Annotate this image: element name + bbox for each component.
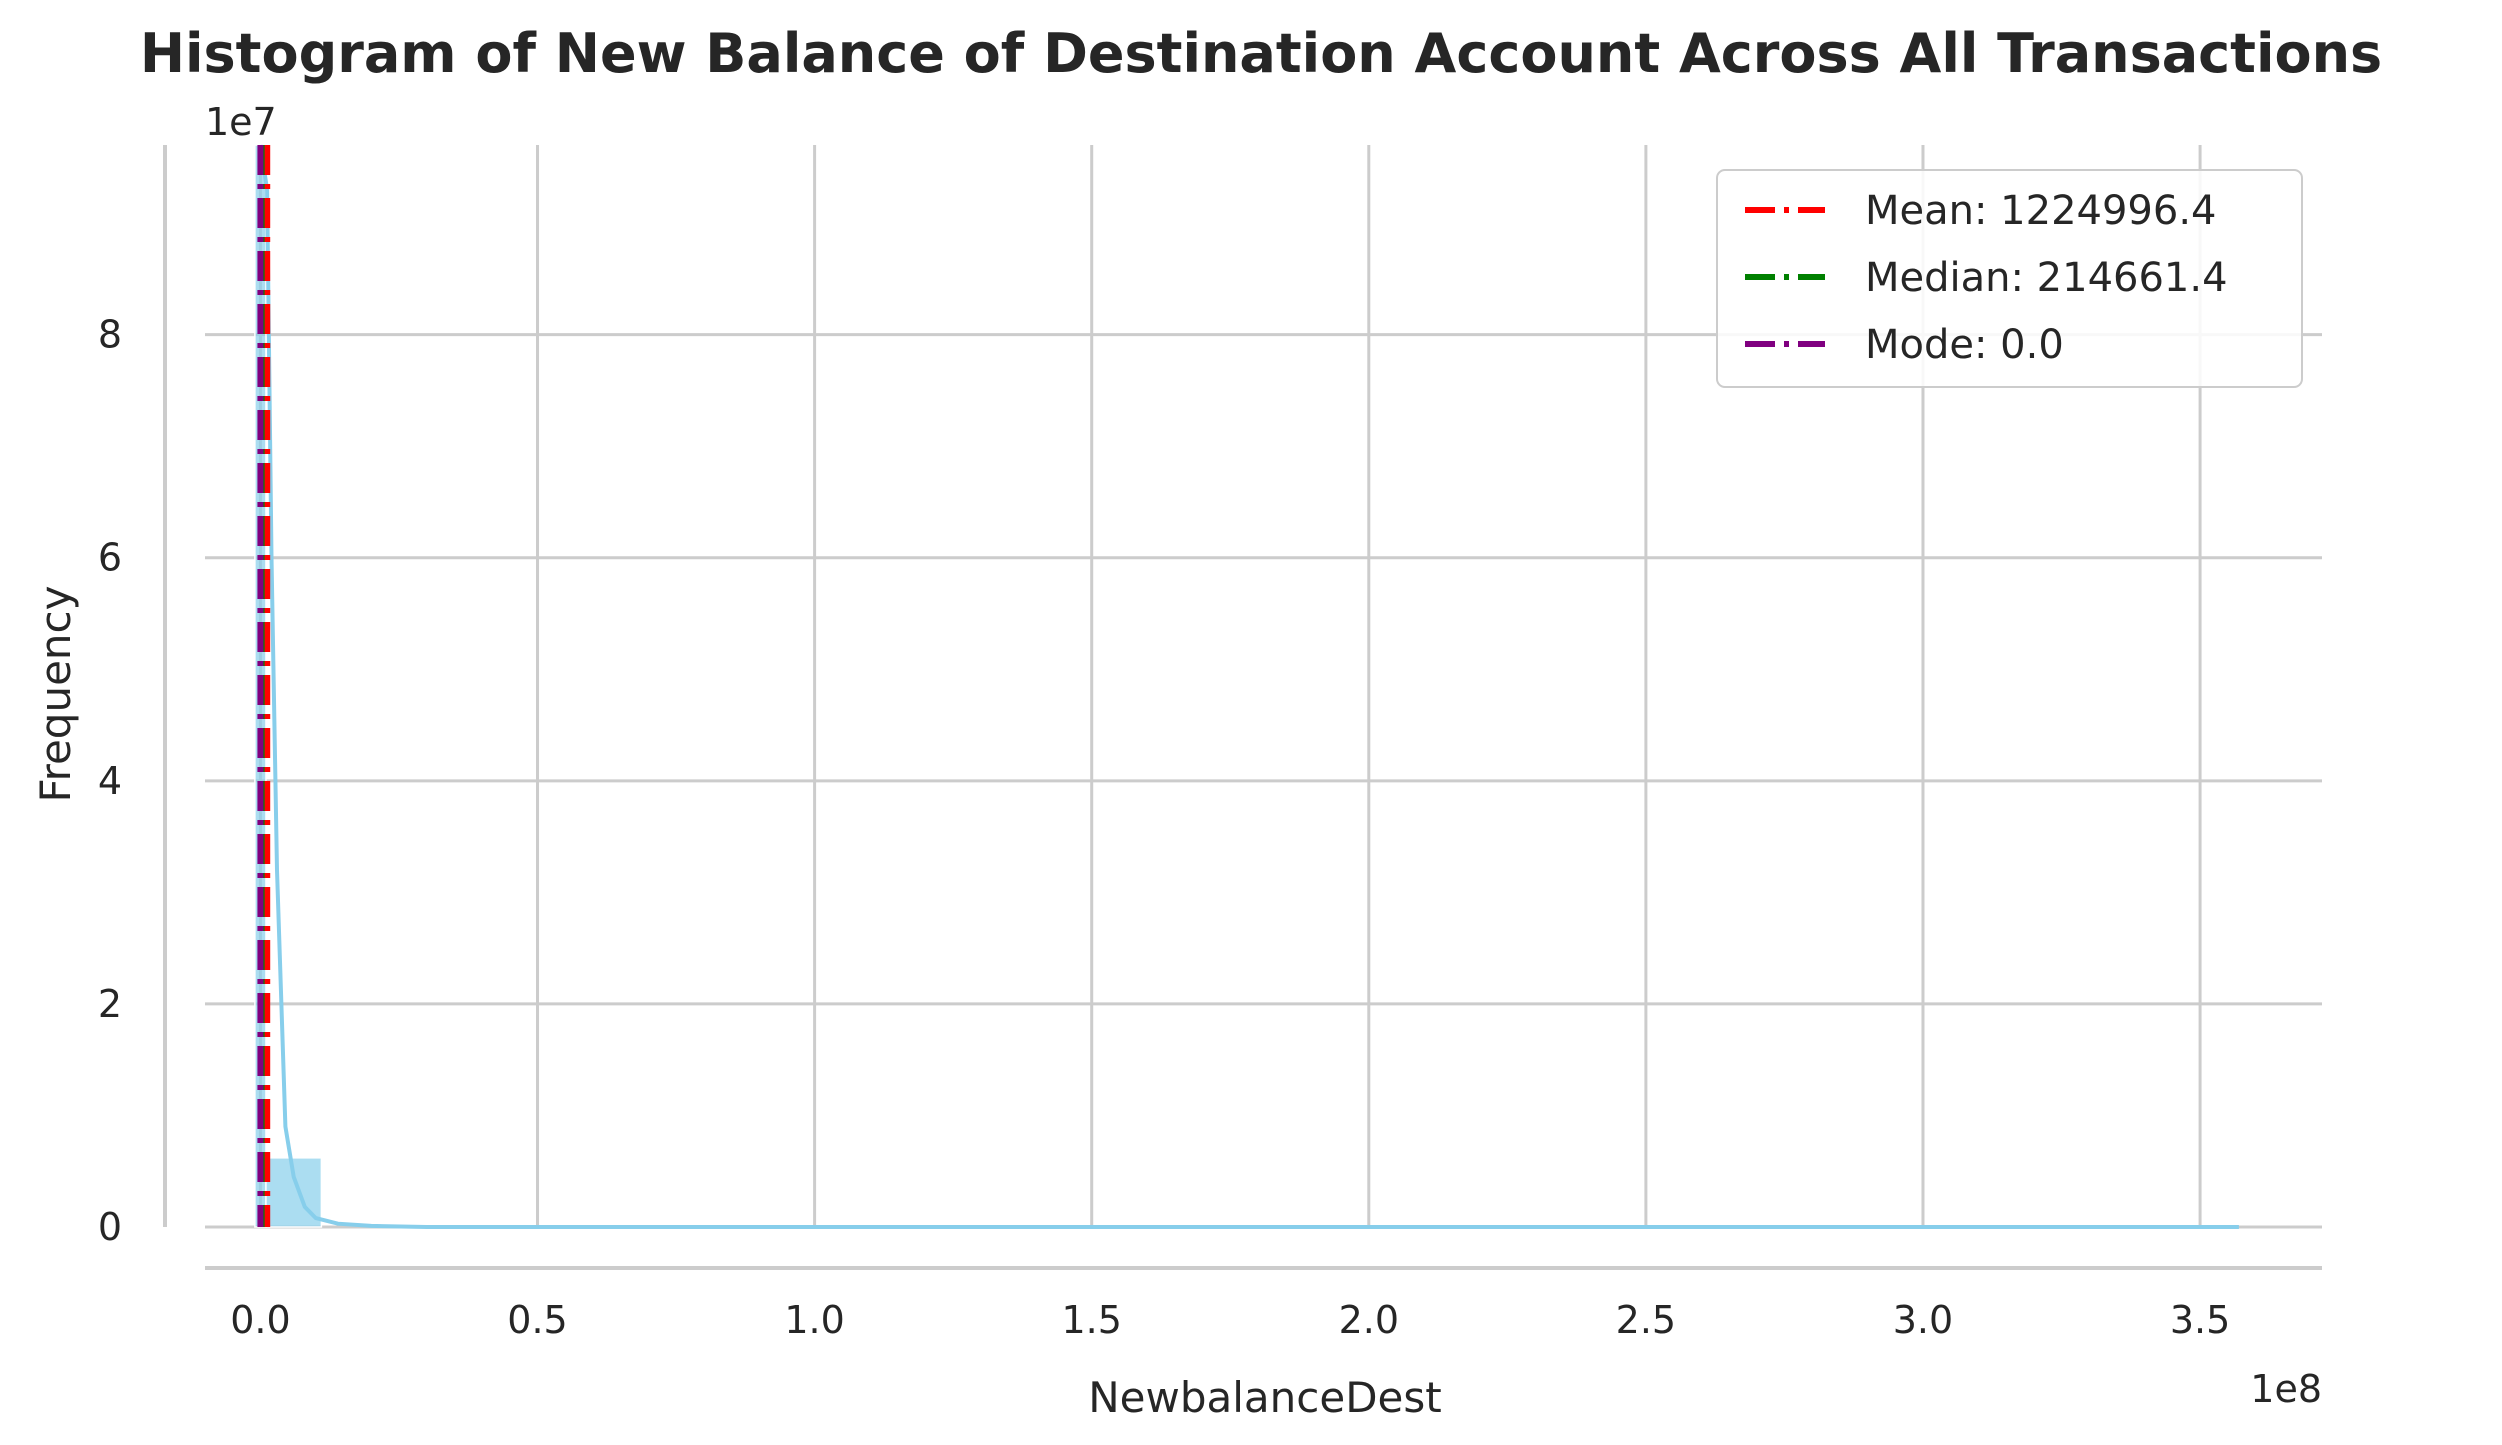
y-offset-label: 1e7 [205, 100, 277, 144]
kde-curve-group [258, 144, 2239, 1229]
x-tick-label-6: 3.0 [1893, 1298, 1953, 1342]
legend-entry-1: Median: 214661.4 [1865, 255, 2228, 301]
reference-lines [257, 145, 271, 1227]
x-tick-label-4: 2.0 [1339, 1298, 1399, 1342]
kde-curve [258, 144, 2239, 1229]
legend-entry-0: Mean: 1224996.4 [1865, 188, 2216, 234]
legend-entry-2: Mode: 0.0 [1865, 322, 2064, 368]
y-tick-label-4: 8 [98, 313, 122, 357]
x-tick-label-2: 1.0 [784, 1298, 844, 1342]
x-tick-label-1: 0.5 [507, 1298, 567, 1342]
y-tick-label-1: 2 [98, 982, 122, 1026]
x-tick-label-5: 2.5 [1616, 1298, 1676, 1342]
y-tick-label-0: 0 [98, 1205, 122, 1249]
x-offset-label: 1e8 [2250, 1367, 2322, 1411]
x-tick-label-3: 1.5 [1061, 1298, 1121, 1342]
x-axis-label: NewbalanceDest [1088, 1373, 1442, 1422]
x-tick-label-0: 0.0 [230, 1298, 290, 1342]
y-tick-label-2: 4 [98, 759, 122, 803]
chart-title: Histogram of New Balance of Destination … [140, 22, 2382, 85]
y-axis-label: Frequency [31, 586, 80, 803]
x-tick-label-7: 3.5 [2170, 1298, 2230, 1342]
legend: Mean: 1224996.4 Median: 214661.4 Mode: 0.0 [1716, 169, 2303, 388]
y-tick-label-3: 6 [98, 536, 122, 580]
legend-frame [1716, 169, 2303, 388]
tick-labels: 0.0 0.5 1.0 1.5 2.0 2.5 3.0 3.5 0 2 4 6 8 [98, 313, 2230, 1342]
axes [163, 145, 2322, 1270]
